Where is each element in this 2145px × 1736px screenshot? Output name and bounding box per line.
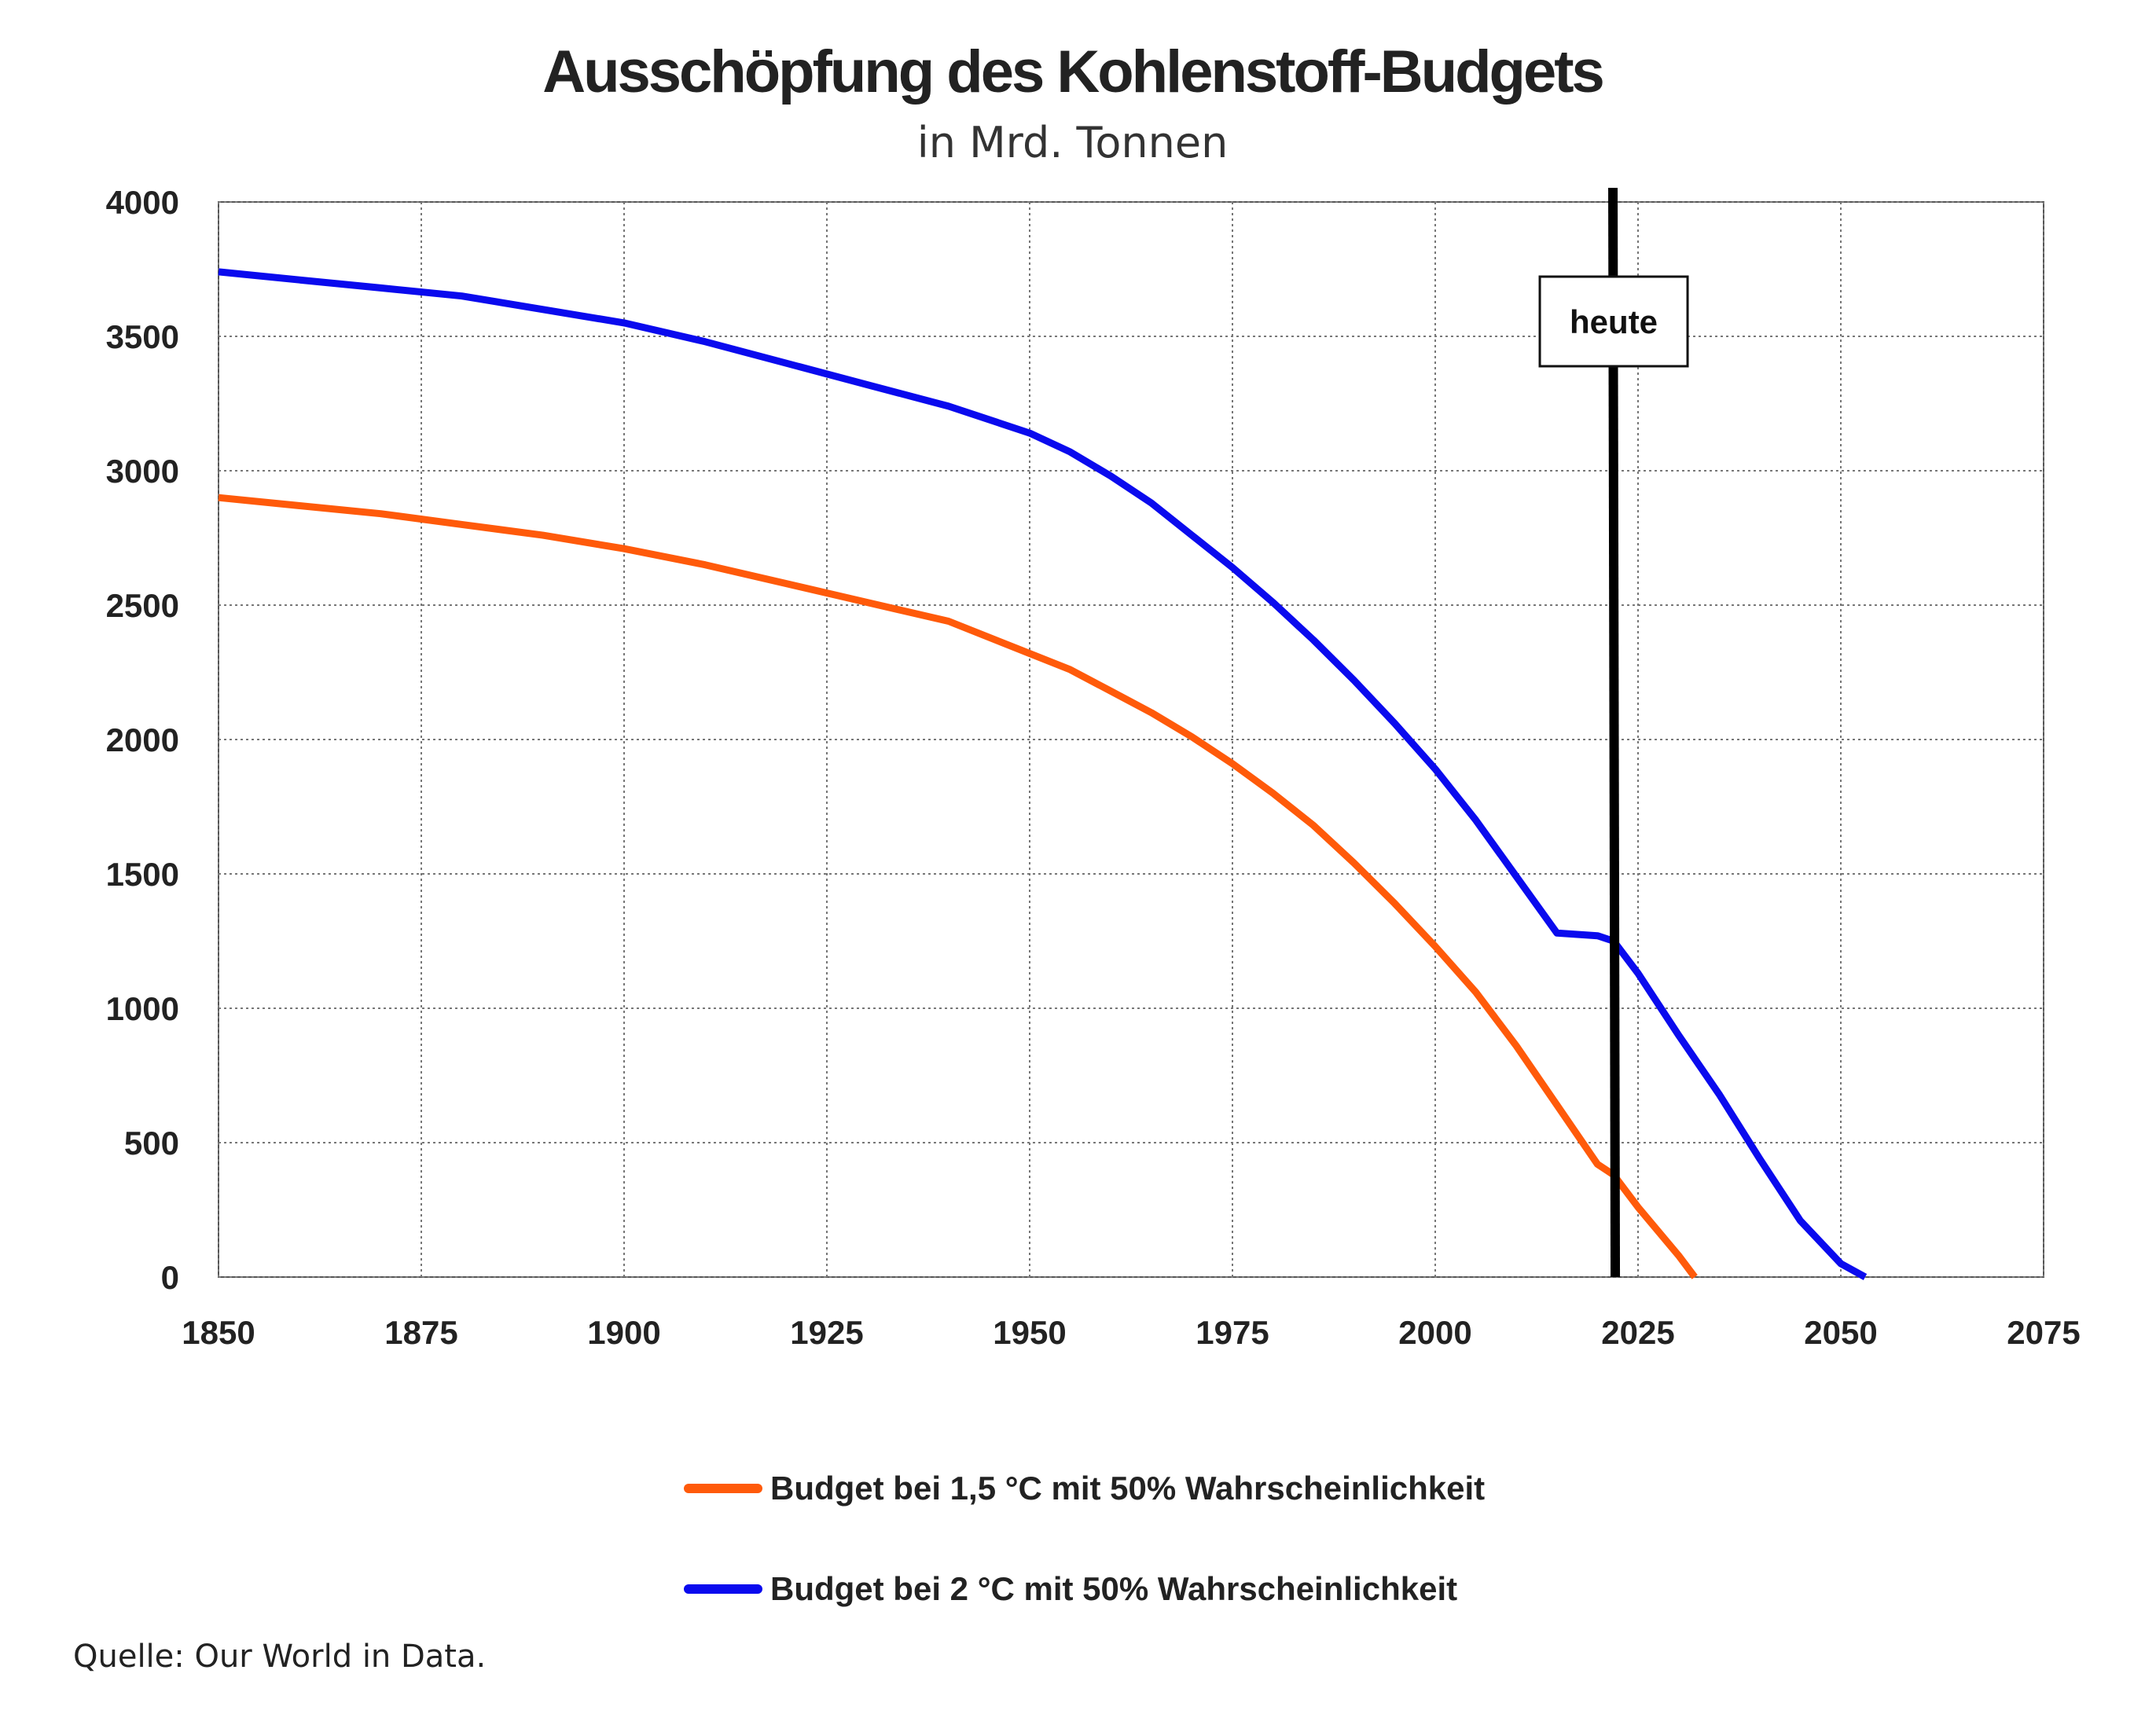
legend-swatch-orange bbox=[684, 1484, 762, 1493]
line-chart: 1850 1875 1900 1925 1950 1975 2000 2025 2050 2075… bbox=[106, 184, 2081, 1351]
x-tick-label: 2050 bbox=[1804, 1314, 1877, 1351]
plot-area bbox=[218, 201, 2044, 1278]
legend-item-2c: Budget bei 2 °C mit 50% Wahrscheinlichke… bbox=[684, 1539, 1485, 1639]
x-tick-label: 1850 bbox=[182, 1314, 255, 1351]
chart-title: Ausschöpfung des Kohlenstoff-Budgets bbox=[542, 39, 1605, 105]
legend: Budget bei 1,5 °C mit 50% Wahrscheinlich… bbox=[684, 1438, 1485, 1639]
x-tick-label: 2000 bbox=[1398, 1314, 1471, 1351]
y-tick-label: 3000 bbox=[106, 453, 179, 490]
x-tick-label: 1900 bbox=[587, 1314, 660, 1351]
y-tick-label: 0 bbox=[161, 1259, 179, 1296]
legend-label-2c: Budget bei 2 °C mit 50% Wahrscheinlichke… bbox=[770, 1570, 1458, 1607]
y-tick-label: 3500 bbox=[106, 318, 179, 355]
series-line-1-5c bbox=[218, 494, 1698, 1279]
today-label: heute bbox=[1570, 303, 1658, 340]
chart-subtitle: in Mrd. Tonnen bbox=[916, 118, 1229, 167]
today-line bbox=[1608, 187, 1621, 1278]
y-tick-label: 4000 bbox=[106, 184, 179, 221]
x-tick-label: 1950 bbox=[993, 1314, 1066, 1351]
y-tick-label: 1000 bbox=[106, 990, 179, 1027]
legend-label-1-5c: Budget bei 1,5 °C mit 50% Wahrscheinlich… bbox=[770, 1470, 1486, 1507]
x-tick-label: 1925 bbox=[790, 1314, 863, 1351]
series-line-2c bbox=[218, 268, 1868, 1280]
legend-swatch-blue bbox=[684, 1584, 762, 1594]
x-tick-label: 2025 bbox=[1601, 1314, 1674, 1351]
legend-item-1-5c: Budget bei 1,5 °C mit 50% Wahrscheinlich… bbox=[684, 1438, 1485, 1539]
y-tick-label: 2500 bbox=[106, 587, 179, 624]
source-note: Quelle: Our World in Data. bbox=[73, 1639, 487, 1675]
today-label-box bbox=[1538, 275, 1689, 368]
y-tick-label: 2000 bbox=[106, 721, 179, 758]
x-tick-label: 2075 bbox=[2007, 1314, 2080, 1351]
y-tick-label: 500 bbox=[124, 1125, 179, 1162]
y-tick-label: 1500 bbox=[106, 856, 179, 893]
x-tick-label: 1975 bbox=[1196, 1314, 1269, 1351]
x-tick-label: 1875 bbox=[384, 1314, 457, 1351]
